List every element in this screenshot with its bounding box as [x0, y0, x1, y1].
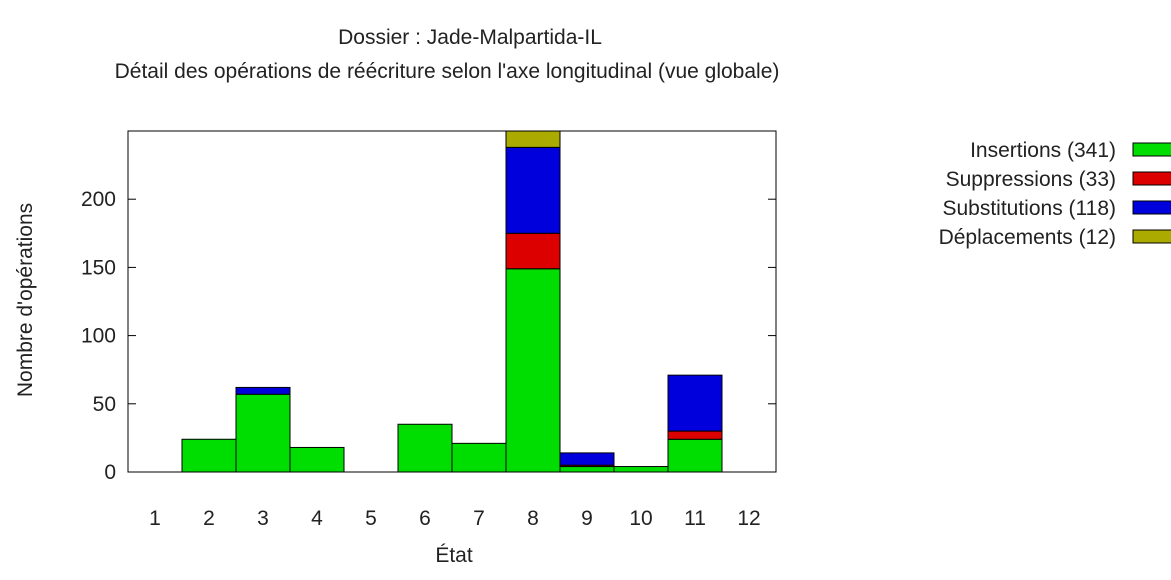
- x-tick-label: 2: [203, 507, 215, 530]
- y-axis-label: Nombre d'opérations: [14, 203, 37, 397]
- bar-segment: [505, 130, 561, 148]
- legend-label: Substitutions (118): [942, 197, 1116, 220]
- bar-segment: [667, 374, 723, 432]
- legend-swatch: [1132, 142, 1171, 157]
- x-tick-label: 9: [581, 507, 593, 530]
- legend-swatch: [1132, 229, 1171, 244]
- bar-segment: [613, 466, 669, 473]
- bar-segment: [505, 146, 561, 234]
- x-tick-label: 5: [365, 507, 377, 530]
- bar-segment: [505, 268, 561, 473]
- bar-segment: [559, 452, 615, 466]
- bar-segment: [235, 393, 291, 473]
- x-tick-label: 6: [419, 507, 431, 530]
- legend-label: Insertions (341): [970, 139, 1116, 162]
- plot-frame: [127, 130, 777, 473]
- y-tick-label: 100: [81, 325, 116, 348]
- chart-subtitle: Détail des opérations de réécriture selo…: [115, 60, 780, 83]
- bar-segment: [397, 423, 453, 473]
- legend-swatch: [1132, 171, 1171, 186]
- bar-segment: [181, 438, 237, 473]
- legend-swatch: [1132, 200, 1171, 215]
- y-tick-label: 150: [81, 256, 116, 279]
- x-tick-label: 1: [149, 507, 161, 530]
- bars-layer: [181, 130, 723, 473]
- x-tick-label: 12: [737, 507, 760, 530]
- y-tick-label: 50: [93, 393, 116, 416]
- bar-segment: [289, 446, 345, 473]
- x-tick-label: 10: [629, 507, 652, 530]
- y-tick-label: 200: [81, 188, 116, 211]
- bar-segment: [667, 430, 723, 440]
- bar-segment: [667, 438, 723, 473]
- bar-segment: [235, 386, 291, 395]
- chart-title: Dossier : Jade-Malpartida-IL: [338, 26, 602, 49]
- x-axis-label: État: [435, 544, 473, 567]
- x-tick-label: 4: [311, 507, 323, 530]
- bar-segment: [451, 442, 507, 473]
- x-tick-label: 11: [684, 507, 706, 530]
- x-tick-label: 3: [257, 507, 269, 530]
- x-tick-label: 8: [527, 507, 539, 530]
- legend: Insertions (341) Suppressions (33) Substit…: [939, 139, 1171, 249]
- bar-segment: [505, 232, 561, 270]
- legend-label: Déplacements (12): [939, 226, 1116, 249]
- y-tick-label: 0: [104, 461, 116, 484]
- bar-segment: [559, 466, 615, 473]
- x-tick-label: 7: [473, 507, 485, 530]
- legend-label: Suppressions (33): [946, 168, 1116, 191]
